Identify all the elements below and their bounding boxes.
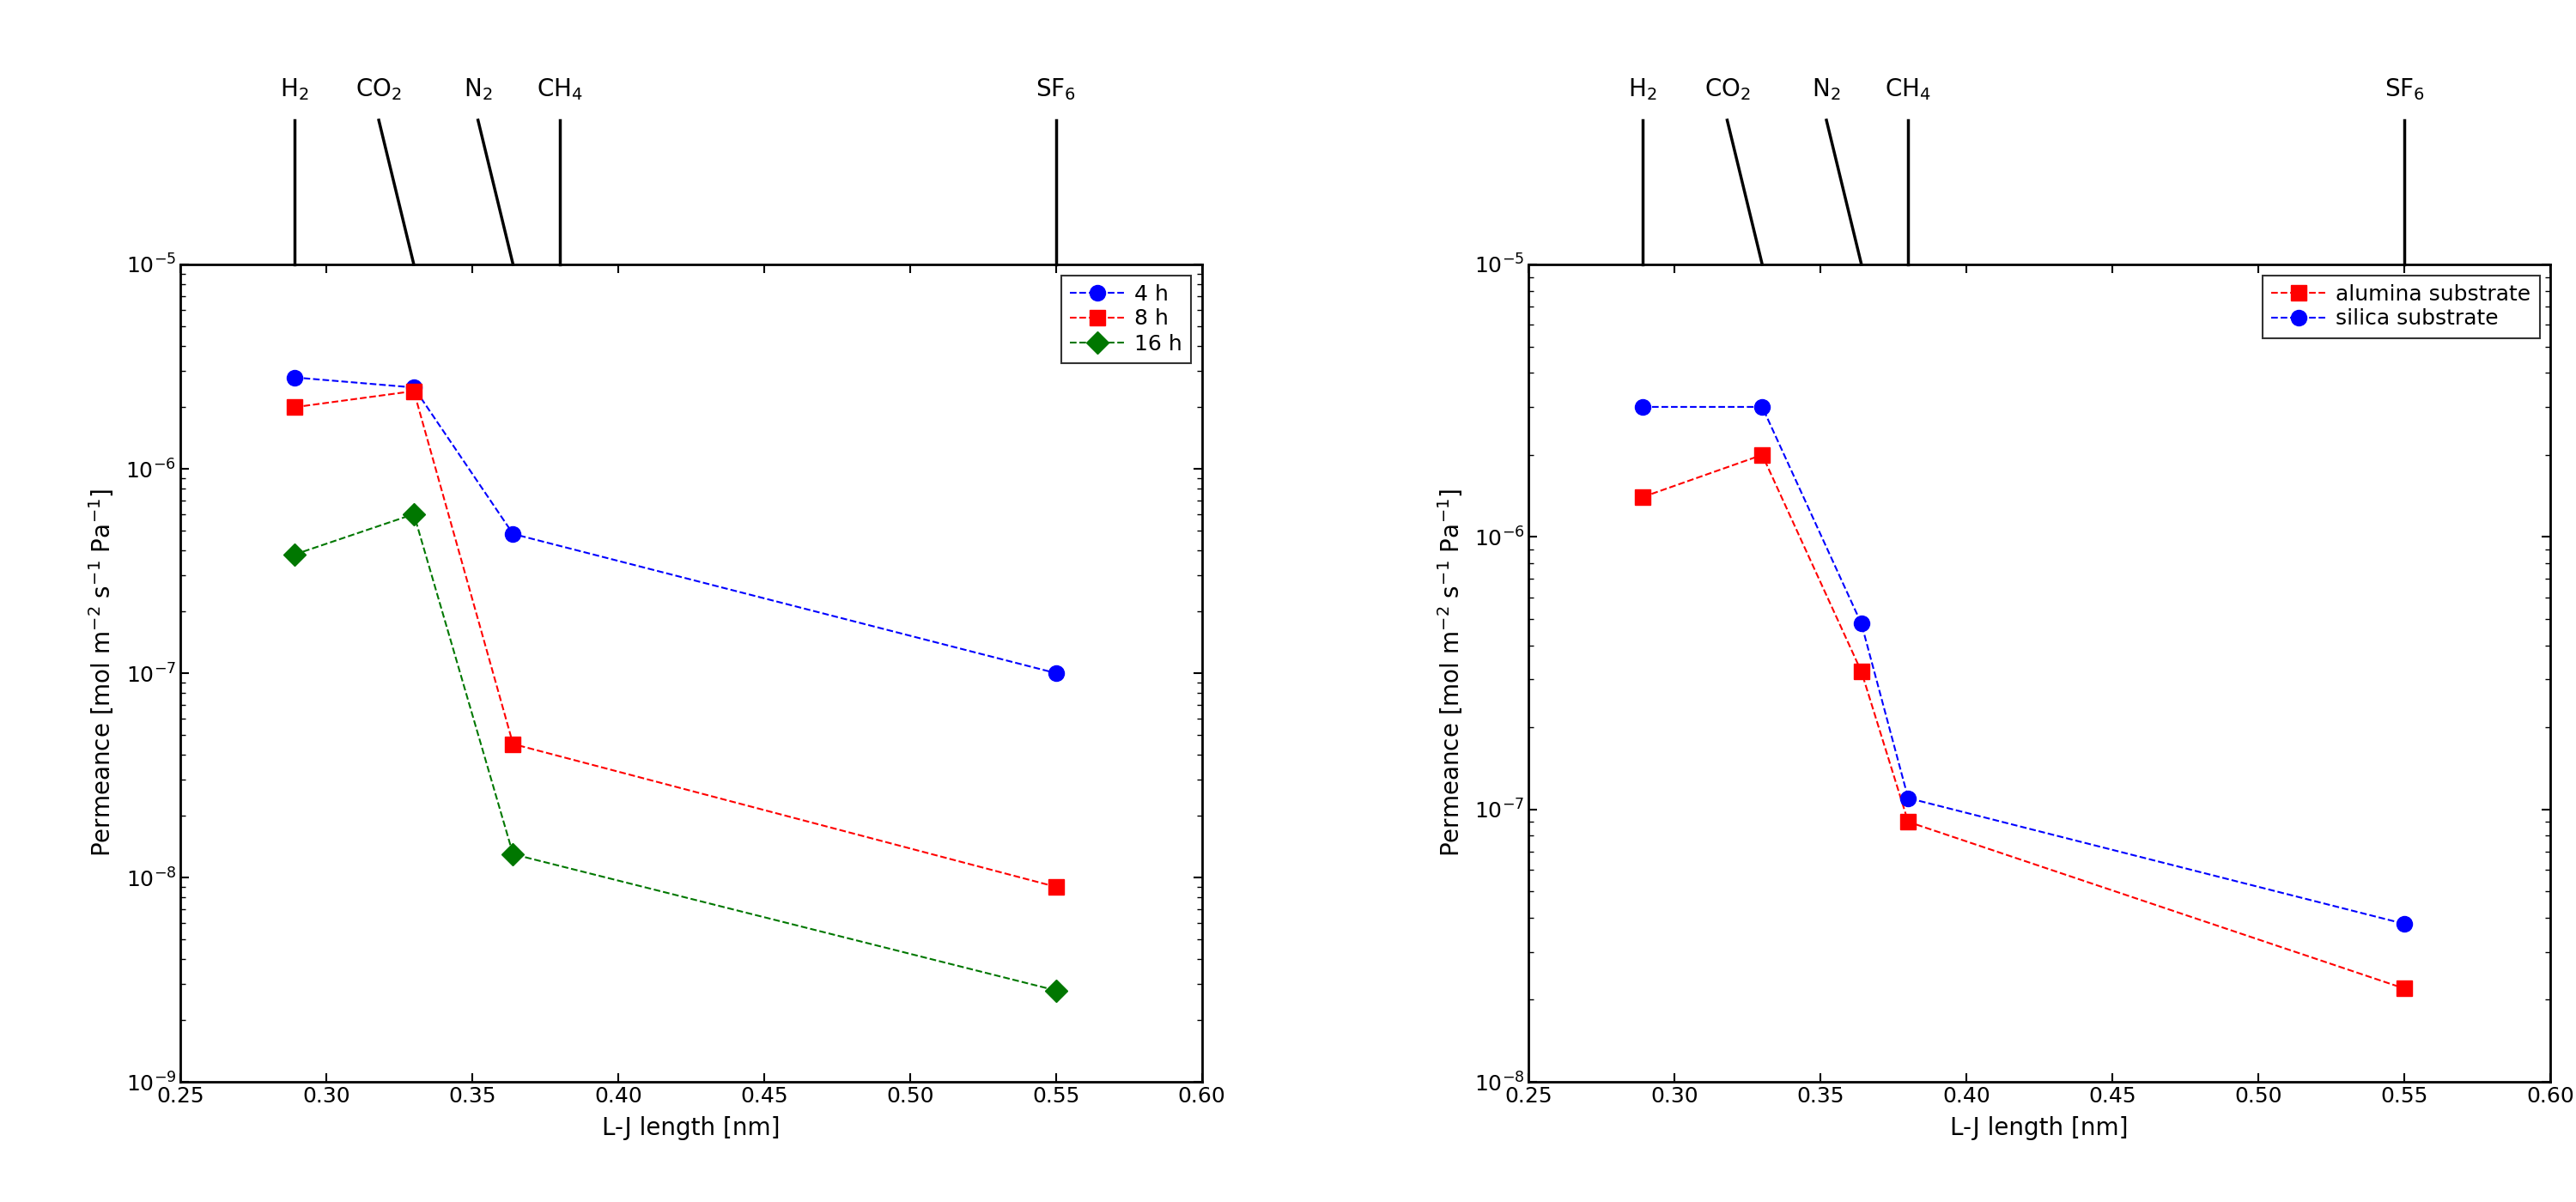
Text: N$_2$: N$_2$ [1811, 77, 1842, 102]
Text: N$_2$: N$_2$ [464, 77, 492, 102]
4 h [1041, 666, 1072, 680]
8 h [278, 400, 309, 415]
Line: 16 h: 16 h [286, 506, 1064, 998]
Text: CH$_4$: CH$_4$ [1886, 77, 1932, 102]
Line: 8 h: 8 h [286, 383, 1064, 894]
silica substrate [1893, 791, 1924, 805]
Line: silica substrate: silica substrate [1636, 399, 2411, 932]
Text: SF$_6$: SF$_6$ [2385, 77, 2424, 102]
Y-axis label: Permeance [mol m$^{-2}$ s$^{-1}$ Pa$^{-1}$]: Permeance [mol m$^{-2}$ s$^{-1}$ Pa$^{-1… [88, 489, 116, 857]
silica substrate [2388, 917, 2419, 932]
16 h [497, 847, 528, 862]
4 h [278, 370, 309, 385]
X-axis label: L-J length [nm]: L-J length [nm] [603, 1117, 781, 1141]
Text: CH$_4$: CH$_4$ [536, 77, 582, 102]
Text: SF$_6$: SF$_6$ [1036, 77, 1077, 102]
Text: H$_2$: H$_2$ [1628, 77, 1656, 102]
alumina substrate [1847, 665, 1878, 679]
Legend: alumina substrate, silica substrate: alumina substrate, silica substrate [2262, 275, 2540, 338]
8 h [399, 383, 430, 398]
Line: 4 h: 4 h [286, 370, 1064, 680]
silica substrate [1628, 400, 1659, 415]
alumina substrate [1747, 447, 1777, 462]
4 h [497, 526, 528, 541]
8 h [1041, 880, 1072, 894]
Text: CO$_2$: CO$_2$ [1705, 77, 1749, 102]
16 h [278, 547, 309, 561]
Y-axis label: Permeance [mol m$^{-2}$ s$^{-1}$ Pa$^{-1}$]: Permeance [mol m$^{-2}$ s$^{-1}$ Pa$^{-1… [1435, 489, 1466, 857]
Text: CO$_2$: CO$_2$ [355, 77, 402, 102]
alumina substrate [2388, 981, 2419, 995]
4 h [399, 380, 430, 394]
Line: alumina substrate: alumina substrate [1636, 447, 2411, 996]
silica substrate [1747, 400, 1777, 415]
alumina substrate [1893, 815, 1924, 829]
alumina substrate [1628, 490, 1659, 505]
Legend: 4 h, 8 h, 16 h: 4 h, 8 h, 16 h [1061, 275, 1190, 363]
silica substrate [1847, 617, 1878, 631]
16 h [1041, 983, 1072, 998]
X-axis label: L-J length [nm]: L-J length [nm] [1950, 1117, 2128, 1141]
8 h [497, 737, 528, 751]
Text: H$_2$: H$_2$ [281, 77, 309, 102]
16 h [399, 507, 430, 522]
